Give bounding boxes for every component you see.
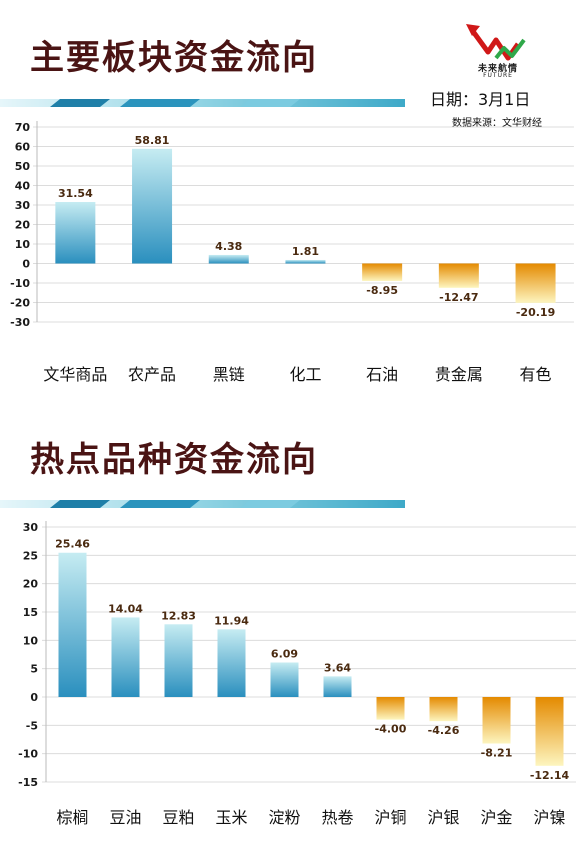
data-label: -4.26 (428, 724, 460, 737)
y-tick-label: -30 (10, 316, 30, 329)
y-tick-label: 25 (23, 549, 38, 562)
data-label: -12.47 (439, 291, 478, 304)
y-tick-label: 10 (23, 634, 39, 647)
x-tick-label: 农产品 (128, 365, 176, 384)
bar (323, 676, 352, 697)
section-title: 热点品种资金流向 (30, 440, 318, 480)
y-tick-label: 0 (22, 258, 30, 271)
y-tick-label: 60 (15, 141, 31, 154)
y-tick-label: 70 (15, 121, 31, 134)
y-tick-label: 30 (23, 521, 39, 534)
x-tick-label: 淀粉 (268, 808, 300, 827)
x-tick-label: 沪镍 (533, 808, 565, 827)
data-label: 12.83 (161, 609, 196, 622)
title-divider-top (0, 99, 405, 107)
logo-text: 未来航情 (477, 64, 518, 74)
data-label: -20.19 (516, 306, 555, 319)
data-label: 25.46 (55, 538, 90, 551)
y-tick-label: -5 (26, 719, 38, 732)
y-tick-label: 15 (23, 606, 38, 619)
y-tick-label: 0 (30, 691, 38, 704)
bar (111, 617, 140, 697)
data-label: 14.04 (108, 602, 143, 615)
data-label: -8.21 (481, 747, 513, 760)
data-label: 6.09 (271, 647, 298, 660)
y-tick-label: -10 (10, 277, 30, 290)
bar (132, 148, 173, 264)
y-tick-label: 20 (23, 578, 39, 591)
x-tick-label: 黑链 (213, 365, 245, 384)
title-divider-bottom (0, 500, 405, 508)
logo-subtext: FUTURE (483, 72, 513, 79)
x-tick-label: 石油 (366, 365, 398, 384)
x-tick-label: 有色 (520, 365, 552, 384)
bar (270, 662, 299, 697)
bar (164, 624, 193, 697)
bar (55, 201, 96, 264)
data-label: 4.38 (215, 240, 242, 253)
bar (362, 263, 403, 281)
page-title: 主要板块资金流向 (30, 38, 318, 78)
hot-product-flow-chart: 30 25 20 15 10 5 0 -5 -10 -15 25.46 棕榈 14.04 豆油 12.83 豆… (18, 521, 576, 827)
data-label: 1.81 (292, 245, 319, 258)
y-tick-label: -15 (18, 776, 38, 789)
bar (515, 263, 556, 303)
x-tick-label: 豆粕 (162, 808, 194, 827)
data-label: -8.95 (366, 284, 398, 297)
data-source-label: 数据来源：文华财经 (452, 118, 542, 129)
x-tick-label: 棕榈 (56, 808, 88, 827)
data-label: -4.00 (375, 723, 407, 736)
x-tick-label: 豆油 (109, 808, 141, 827)
y-tick-label: 10 (15, 238, 31, 251)
y-tick-label: 40 (15, 180, 31, 193)
data-label: 11.94 (214, 614, 249, 627)
y-tick-label: 5 (30, 663, 38, 676)
bar (217, 629, 246, 697)
bar (535, 697, 564, 766)
y-tick-label: -10 (18, 748, 38, 761)
x-tick-label: 沪金 (480, 808, 512, 827)
data-label: 58.81 (135, 134, 170, 147)
bar (58, 552, 87, 697)
x-tick-label: 玉米 (215, 808, 247, 827)
bar (429, 697, 458, 722)
y-tick-label: 50 (15, 160, 31, 173)
x-tick-label: 文华商品 (43, 365, 107, 384)
bar (438, 263, 479, 288)
bar (285, 259, 326, 264)
x-tick-label: 化工 (289, 365, 321, 384)
bar (376, 697, 405, 720)
x-tick-label: 沪铜 (374, 808, 406, 827)
data-label: 3.64 (324, 661, 351, 674)
date-label: 日期：3月1日 (430, 90, 531, 109)
x-tick-label: 贵金属 (435, 365, 483, 384)
y-tick-label: 30 (15, 199, 31, 212)
x-tick-label: 沪银 (427, 808, 459, 827)
data-label: 31.54 (58, 187, 93, 200)
x-tick-label: 热卷 (321, 808, 353, 827)
data-label: -12.14 (530, 769, 570, 782)
sector-flow-chart: 70 60 50 40 30 20 10 0 -10 -20 -30 31.54 文华商品 58.81 农产… (10, 121, 574, 384)
y-tick-label: -20 (10, 297, 30, 310)
bar (482, 697, 511, 744)
y-tick-label: 20 (15, 219, 31, 232)
logo-icon (466, 24, 526, 61)
bar (208, 254, 249, 264)
